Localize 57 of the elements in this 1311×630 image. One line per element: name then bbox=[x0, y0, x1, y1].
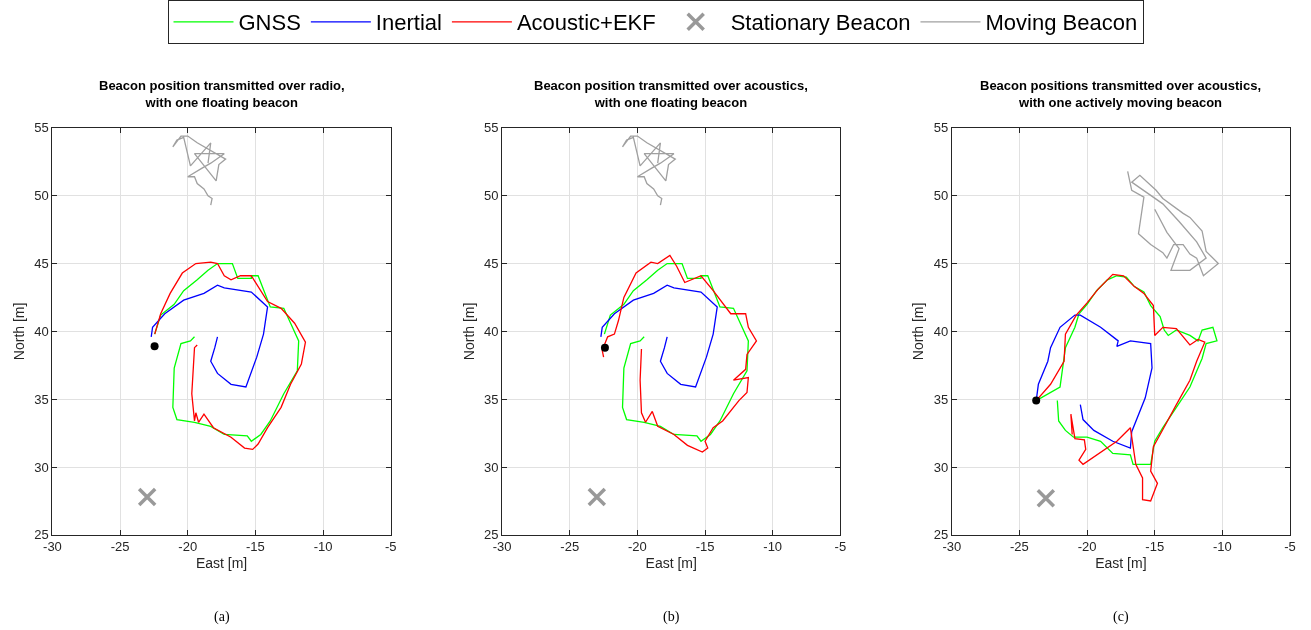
y-tick-label: 35 bbox=[484, 391, 499, 407]
line-series bbox=[172, 135, 227, 206]
y-tick-label: 45 bbox=[933, 256, 949, 272]
x-tick-label: -15 bbox=[695, 539, 715, 555]
x-axis-title: East [m] bbox=[195, 554, 248, 571]
chart-title: Beacon position transmitted over acoustics, with one floating beacon bbox=[534, 78, 808, 110]
line-series bbox=[150, 284, 269, 388]
line-series bbox=[621, 135, 676, 206]
y-tick-label: 45 bbox=[484, 256, 499, 272]
y-tick-label: 40 bbox=[484, 323, 499, 339]
y-axis-title: North [m] bbox=[10, 302, 27, 361]
y-tick-label: 30 bbox=[484, 459, 499, 475]
y-tick-label: 55 bbox=[933, 120, 949, 136]
text: (a) bbox=[214, 609, 230, 625]
x-tick-label: -25 bbox=[1010, 539, 1029, 555]
legend-label: Inertial bbox=[375, 10, 442, 36]
y-tick-label: 50 bbox=[484, 188, 499, 204]
y-axis-title: North [m] bbox=[460, 302, 477, 361]
text: (b) bbox=[663, 609, 680, 625]
y-axis-title: North [m] bbox=[910, 302, 927, 361]
x-axis-title: East [m] bbox=[645, 554, 697, 571]
x-tick-label: -5 bbox=[384, 539, 397, 555]
y-tick-label: 55 bbox=[34, 120, 49, 136]
y-tick-label: 35 bbox=[933, 391, 949, 407]
line-series bbox=[601, 254, 758, 453]
y-tick-label: 50 bbox=[34, 188, 49, 204]
x-axis-title: East [m] bbox=[1095, 554, 1147, 571]
y-tick-label: 45 bbox=[34, 256, 49, 272]
line-series bbox=[600, 284, 718, 388]
legend-label: Acoustic+EKF bbox=[516, 10, 656, 36]
y-tick-label: 50 bbox=[933, 188, 949, 204]
x-tick-label: -10 bbox=[313, 539, 333, 555]
x-tick-label: -10 bbox=[1212, 539, 1232, 555]
x-tick-label: -15 bbox=[245, 539, 265, 555]
y-tick-label: 30 bbox=[933, 459, 949, 475]
legend-label: GNSS bbox=[238, 10, 301, 36]
line-series bbox=[1127, 170, 1219, 277]
x-tick-label: -15 bbox=[1145, 539, 1165, 555]
y-tick-label: 30 bbox=[34, 459, 49, 475]
x-tick-label: -10 bbox=[763, 539, 783, 555]
x-tick-label: -5 bbox=[834, 539, 847, 555]
chart-title: Beacon positions transmitted over acoustics, with one actively moving beacon bbox=[980, 78, 1262, 110]
x-tick-label: -5 bbox=[1284, 539, 1296, 555]
x-tick-label: -20 bbox=[178, 539, 198, 555]
line-series bbox=[603, 262, 749, 442]
y-tick-label: 35 bbox=[34, 391, 49, 407]
legend-label: Moving Beacon bbox=[985, 10, 1138, 36]
text: (c) bbox=[1113, 609, 1129, 625]
y-tick-label: 55 bbox=[484, 120, 499, 136]
x-tick-label: -25 bbox=[110, 539, 130, 555]
x-tick-label: -20 bbox=[628, 539, 647, 555]
y-tick-label: 40 bbox=[34, 323, 49, 339]
x-tick-label: -25 bbox=[560, 539, 580, 555]
chart-title: Beacon position transmitted over radio, with one floating beacon bbox=[99, 78, 345, 110]
legend-label: Stationary Beacon bbox=[730, 10, 911, 36]
y-tick-label: 40 bbox=[933, 323, 949, 339]
x-tick-label: -20 bbox=[1077, 539, 1097, 555]
